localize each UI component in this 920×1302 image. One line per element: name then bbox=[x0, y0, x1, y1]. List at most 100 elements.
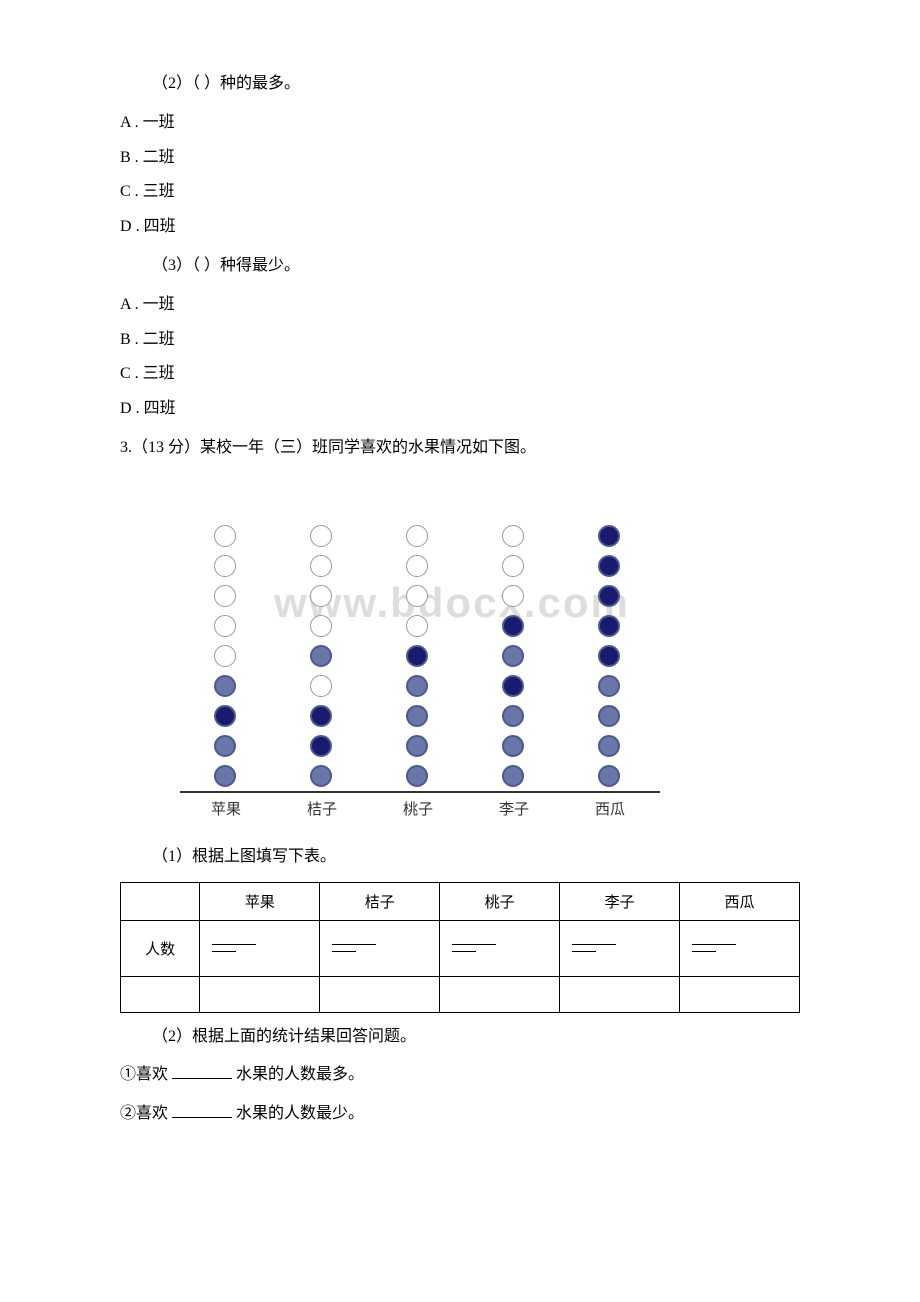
chart-dot bbox=[310, 675, 332, 697]
table-cell-apple[interactable] bbox=[200, 920, 320, 976]
chart-dot bbox=[502, 615, 524, 637]
q2-sub2-option-c[interactable]: C . 三班 bbox=[120, 178, 800, 207]
option-letter: A bbox=[120, 114, 131, 131]
table-header-blank bbox=[121, 882, 200, 920]
table-header-plum: 李子 bbox=[560, 882, 680, 920]
table-row-empty bbox=[121, 976, 800, 1012]
fill2-blank[interactable] bbox=[172, 1117, 232, 1118]
chart-dot bbox=[406, 585, 428, 607]
fill1-suffix: 水果的人数最多。 bbox=[236, 1066, 364, 1083]
chart-dot bbox=[406, 705, 428, 727]
table-row-count: 人数 bbox=[121, 920, 800, 976]
option-text: 二班 bbox=[143, 331, 175, 348]
chart-column-西瓜 bbox=[594, 521, 624, 791]
option-letter: B bbox=[120, 149, 131, 166]
chart-dot bbox=[502, 705, 524, 727]
q3-sub2-text: （2）根据上面的统计结果回答问题。 bbox=[120, 1023, 800, 1052]
chart-dot bbox=[598, 555, 620, 577]
chart-label-李子: 李子 bbox=[484, 798, 544, 819]
chart-dot bbox=[406, 555, 428, 577]
chart-dot bbox=[502, 765, 524, 787]
chart-dot bbox=[598, 645, 620, 667]
chart-dot bbox=[598, 705, 620, 727]
chart-dot bbox=[502, 735, 524, 757]
chart-dot bbox=[310, 585, 332, 607]
chart-dot bbox=[406, 735, 428, 757]
chart-x-axis bbox=[180, 791, 660, 793]
chart-dot bbox=[598, 585, 620, 607]
chart-dot bbox=[598, 735, 620, 757]
chart-dot bbox=[214, 675, 236, 697]
chart-column-李子 bbox=[498, 521, 528, 791]
table-cell-peach[interactable] bbox=[440, 920, 560, 976]
chart-column-桃子 bbox=[402, 521, 432, 791]
chart-dot bbox=[214, 705, 236, 727]
option-text: 三班 bbox=[143, 183, 175, 200]
chart-dot bbox=[214, 525, 236, 547]
chart-label-西瓜: 西瓜 bbox=[580, 798, 640, 819]
chart-dot bbox=[502, 645, 524, 667]
chart-dot bbox=[214, 555, 236, 577]
table-empty-cell bbox=[121, 976, 200, 1012]
chart-dot bbox=[310, 705, 332, 727]
table-cell-watermelon[interactable] bbox=[680, 920, 800, 976]
chart-dot bbox=[310, 615, 332, 637]
chart-dot bbox=[598, 615, 620, 637]
q2-sub3-option-d[interactable]: D . 四班 bbox=[120, 395, 800, 424]
option-letter: C bbox=[120, 183, 131, 200]
fruit-table: 苹果 桔子 桃子 李子 西瓜 人数 bbox=[120, 882, 800, 1013]
chart-dot bbox=[502, 585, 524, 607]
option-letter: C bbox=[120, 365, 131, 382]
chart-dot bbox=[598, 675, 620, 697]
chart-dot bbox=[406, 675, 428, 697]
fill1-prefix: ①喜欢 bbox=[120, 1066, 168, 1083]
table-empty-cell bbox=[560, 976, 680, 1012]
chart-dot bbox=[310, 645, 332, 667]
table-row-label: 人数 bbox=[121, 920, 200, 976]
table-empty-cell bbox=[440, 976, 560, 1012]
option-letter: B bbox=[120, 331, 131, 348]
table-header-watermelon: 西瓜 bbox=[680, 882, 800, 920]
chart-dot bbox=[310, 525, 332, 547]
fill2-suffix: 水果的人数最少。 bbox=[236, 1105, 364, 1122]
chart-dot bbox=[214, 615, 236, 637]
option-letter: D bbox=[120, 400, 132, 417]
q2-sub2-option-a[interactable]: A . 一班 bbox=[120, 109, 800, 138]
fruit-dot-chart: www.bdocx.com 苹果桔子桃子李子西瓜 bbox=[160, 483, 680, 823]
chart-dot bbox=[406, 525, 428, 547]
chart-label-桃子: 桃子 bbox=[388, 798, 448, 819]
q3-fill2: ②喜欢水果的人数最少。 bbox=[120, 1100, 800, 1129]
table-cell-plum[interactable] bbox=[560, 920, 680, 976]
q2-sub2-option-d[interactable]: D . 四班 bbox=[120, 213, 800, 242]
chart-dot bbox=[502, 675, 524, 697]
table-cell-orange[interactable] bbox=[320, 920, 440, 976]
chart-label-桔子: 桔子 bbox=[292, 798, 352, 819]
table-header-row: 苹果 桔子 桃子 李子 西瓜 bbox=[121, 882, 800, 920]
chart-column-苹果 bbox=[210, 521, 240, 791]
q2-sub3-option-a[interactable]: A . 一班 bbox=[120, 291, 800, 320]
option-text: 四班 bbox=[144, 400, 176, 417]
table-header-peach: 桃子 bbox=[440, 882, 560, 920]
q2-sub2-option-b[interactable]: B . 二班 bbox=[120, 144, 800, 173]
q3-fill1: ①喜欢 水果的人数最多。 bbox=[120, 1061, 800, 1090]
chart-dot bbox=[406, 765, 428, 787]
chart-dot bbox=[598, 525, 620, 547]
option-text: 一班 bbox=[143, 296, 175, 313]
fill1-blank[interactable] bbox=[172, 1078, 232, 1079]
q3-sub1-text: （1）根据上图填写下表。 bbox=[120, 843, 800, 872]
option-text: 一班 bbox=[143, 114, 175, 131]
chart-dot bbox=[598, 765, 620, 787]
chart-dot bbox=[310, 555, 332, 577]
chart-dot bbox=[406, 645, 428, 667]
option-text: 四班 bbox=[144, 218, 176, 235]
chart-label-苹果: 苹果 bbox=[196, 798, 256, 819]
chart-column-桔子 bbox=[306, 521, 336, 791]
chart-dot bbox=[214, 735, 236, 757]
q3-stem: 3.（13 分）某校一年（三）班同学喜欢的水果情况如下图。 bbox=[120, 434, 800, 463]
option-letter: D bbox=[120, 218, 132, 235]
table-empty-cell bbox=[320, 976, 440, 1012]
q2-sub3-option-b[interactable]: B . 二班 bbox=[120, 326, 800, 355]
q2-sub2-text: （2）（ ）种的最多。 bbox=[120, 70, 800, 99]
chart-dot bbox=[310, 765, 332, 787]
q2-sub3-option-c[interactable]: C . 三班 bbox=[120, 360, 800, 389]
